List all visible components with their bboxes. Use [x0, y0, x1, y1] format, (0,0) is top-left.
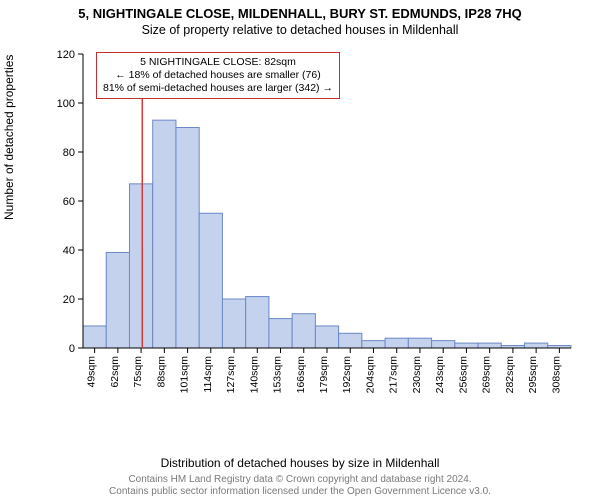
y-tick-label: 0 — [69, 343, 75, 355]
x-tick-label: 101sqm — [179, 356, 191, 394]
x-tick-label: 75sqm — [132, 356, 144, 388]
annotation-box: 5 NIGHTINGALE CLOSE: 82sqm ← 18% of deta… — [96, 52, 340, 99]
x-tick-label: 243sqm — [434, 356, 446, 394]
bar — [153, 120, 176, 348]
x-tick-label: 166sqm — [295, 356, 307, 394]
x-axis-label: Distribution of detached houses by size … — [0, 456, 600, 470]
y-tick-label: 100 — [57, 98, 75, 110]
x-tick-label: 192sqm — [341, 356, 353, 394]
bar — [176, 128, 199, 349]
bar — [432, 341, 455, 348]
bar — [385, 338, 408, 348]
bar — [478, 343, 501, 348]
chart-title-line2: Size of property relative to detached ho… — [0, 21, 600, 37]
x-tick-label: 230sqm — [411, 356, 423, 394]
bar — [455, 343, 478, 348]
x-tick-label: 217sqm — [388, 356, 400, 394]
x-tick-label: 179sqm — [318, 356, 330, 394]
x-tick-label: 127sqm — [225, 356, 237, 394]
x-tick-label: 62sqm — [109, 356, 121, 388]
footer-line1: Contains HM Land Registry data © Crown c… — [128, 474, 471, 485]
bar — [408, 338, 431, 348]
y-tick-label: 20 — [63, 294, 75, 306]
y-tick-label: 80 — [63, 147, 75, 159]
x-tick-label: 308sqm — [550, 356, 562, 394]
annotation-line2: ← 18% of detached houses are smaller (76… — [115, 69, 320, 81]
x-tick-label: 295sqm — [527, 356, 539, 394]
x-tick-label: 88sqm — [155, 356, 167, 388]
bar — [292, 314, 315, 348]
chart-container: 5, NIGHTINGALE CLOSE, MILDENHALL, BURY S… — [0, 0, 600, 500]
bar — [129, 184, 152, 348]
bar — [362, 341, 385, 348]
x-tick-label: 282sqm — [504, 356, 516, 394]
y-axis-label: Number of detached properties — [2, 55, 16, 220]
bar — [269, 319, 292, 348]
footer-line2: Contains public sector information licen… — [109, 486, 491, 497]
bar — [222, 299, 245, 348]
y-tick-label: 60 — [63, 196, 75, 208]
x-tick-label: 140sqm — [248, 356, 260, 394]
x-tick-label: 204sqm — [364, 356, 376, 394]
annotation-line3: 81% of semi-detached houses are larger (… — [103, 82, 333, 94]
x-tick-label: 114sqm — [202, 356, 214, 393]
footer: Contains HM Land Registry data © Crown c… — [0, 474, 600, 498]
x-tick-label: 269sqm — [481, 356, 493, 394]
bar — [525, 343, 548, 348]
x-tick-label: 49sqm — [86, 356, 98, 388]
bar — [246, 297, 269, 348]
bar — [106, 252, 129, 348]
annotation-line1: 5 NIGHTINGALE CLOSE: 82sqm — [140, 56, 296, 68]
chart-title-line1: 5, NIGHTINGALE CLOSE, MILDENHALL, BURY S… — [0, 0, 600, 21]
y-tick-label: 40 — [63, 245, 75, 257]
bar — [315, 326, 338, 348]
bar — [339, 333, 362, 348]
bar — [83, 326, 106, 348]
x-tick-label: 153sqm — [272, 356, 284, 394]
x-tick-label: 256sqm — [457, 356, 469, 394]
y-tick-label: 120 — [57, 49, 75, 61]
bar — [199, 213, 222, 348]
